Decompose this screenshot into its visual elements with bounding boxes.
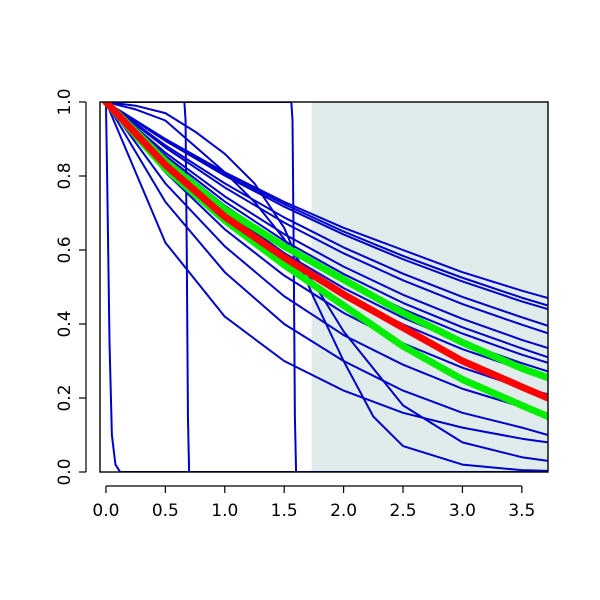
series-line-22 [102, 102, 548, 402]
y-tick-label: 0.6 [55, 236, 75, 263]
x-tick-label: 2.0 [330, 501, 357, 521]
x-tick-label: 0.5 [152, 501, 179, 521]
y-tick-label: 0.4 [55, 310, 75, 337]
series-line-18 [104, 102, 548, 472]
x-tick-label: 1.0 [211, 501, 238, 521]
y-tick-label: 0.0 [55, 458, 75, 485]
y-tick-label: 0.2 [55, 384, 75, 411]
x-tick-label: 3.5 [508, 501, 535, 521]
x-tick-label: 3.0 [449, 501, 476, 521]
series-group [102, 102, 548, 472]
series-line-12 [104, 102, 548, 415]
x-tick-label: 2.5 [390, 501, 417, 521]
series-line-17 [104, 102, 548, 472]
series-line-15 [104, 102, 548, 462]
series-line-14 [104, 102, 548, 444]
series-line-20 [102, 102, 548, 382]
y-tick-label: 1.0 [55, 88, 75, 115]
y-axis: 0.0 0.2 0.4 0.6 0.8 1.0 [55, 88, 87, 486]
plot-frame [99, 101, 549, 473]
x-tick-label: 1.5 [271, 501, 298, 521]
x-tick-label: 0.0 [92, 501, 119, 521]
y-tick-label: 0.8 [55, 162, 75, 189]
x-axis: 0.0 0.5 1.0 1.5 2.0 2.5 3.0 3.5 [92, 485, 535, 521]
